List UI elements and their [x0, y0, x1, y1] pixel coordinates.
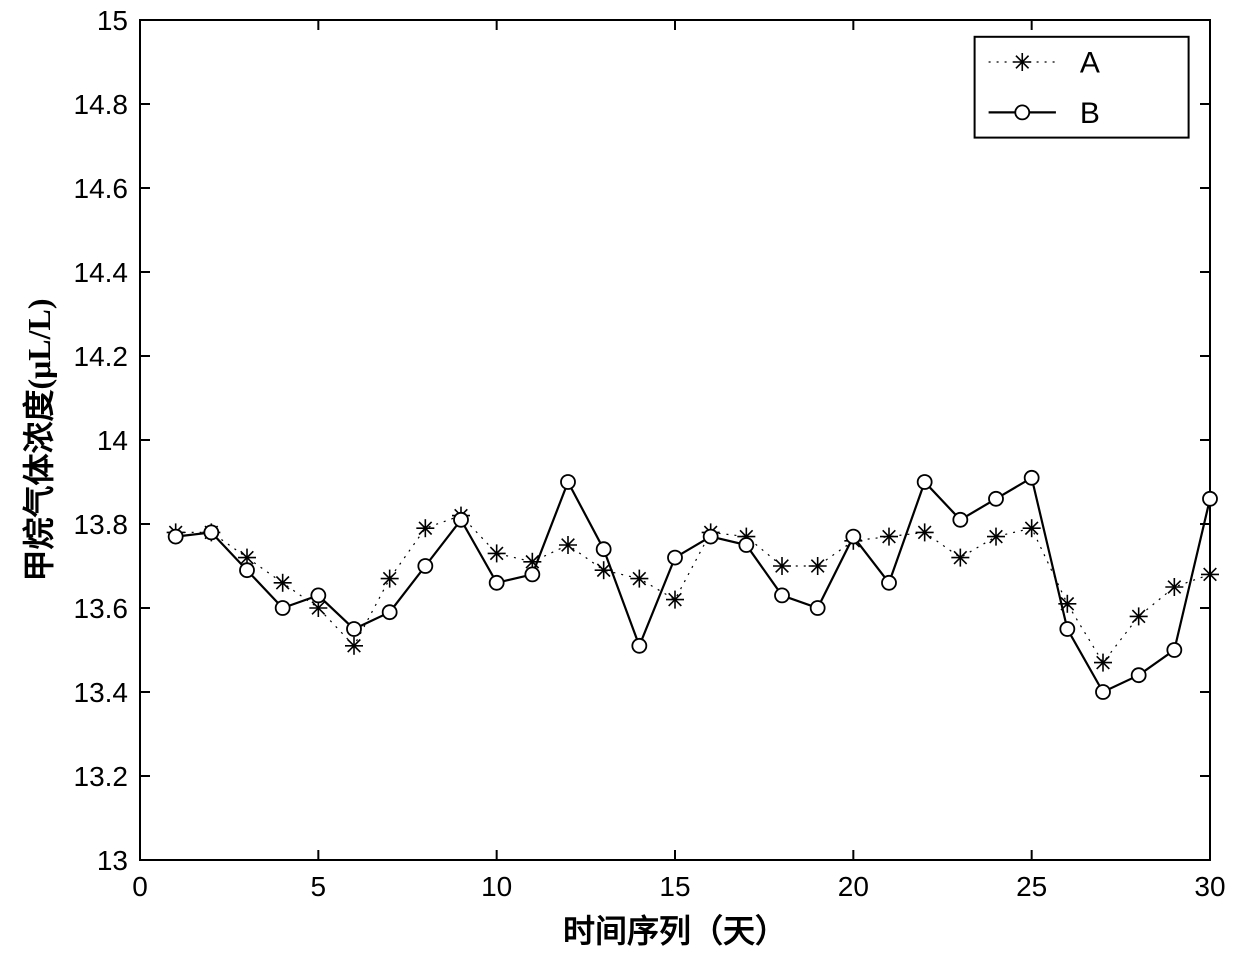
y-axis-label: 甲烷气体浓度(μL/L) — [21, 298, 57, 581]
legend-label-A: A — [1080, 47, 1100, 80]
svg-text:5: 5 — [311, 871, 327, 902]
svg-text:10: 10 — [481, 871, 512, 902]
svg-text:25: 25 — [1016, 871, 1047, 902]
svg-text:13.8: 13.8 — [74, 509, 129, 540]
svg-text:15: 15 — [659, 871, 690, 902]
svg-text:20: 20 — [838, 871, 869, 902]
legend-label-B: B — [1080, 97, 1100, 130]
svg-text:13: 13 — [97, 845, 128, 876]
svg-text:14.8: 14.8 — [74, 89, 129, 120]
svg-text:14.4: 14.4 — [74, 257, 129, 288]
svg-text:14: 14 — [97, 425, 128, 456]
svg-text:13.2: 13.2 — [74, 761, 129, 792]
svg-text:15: 15 — [97, 5, 128, 36]
chart-container: 0 5 10 15 20 25 30 13 13.2 13.4 13.6 13.8 14 14.2 14.4… — [0, 0, 1240, 977]
legend: AB — [975, 37, 1189, 138]
chart-svg: 0 5 10 15 20 25 30 13 13.2 13.4 13.6 13.8 14 14.2 14.4… — [0, 0, 1240, 977]
svg-text:14.6: 14.6 — [74, 173, 129, 204]
svg-text:13.6: 13.6 — [74, 593, 129, 624]
svg-text:14.2: 14.2 — [74, 341, 129, 372]
svg-text:0: 0 — [132, 871, 148, 902]
svg-text:30: 30 — [1194, 871, 1225, 902]
x-axis-label: 时间序列（天） — [563, 913, 787, 949]
svg-text:13.4: 13.4 — [74, 677, 129, 708]
